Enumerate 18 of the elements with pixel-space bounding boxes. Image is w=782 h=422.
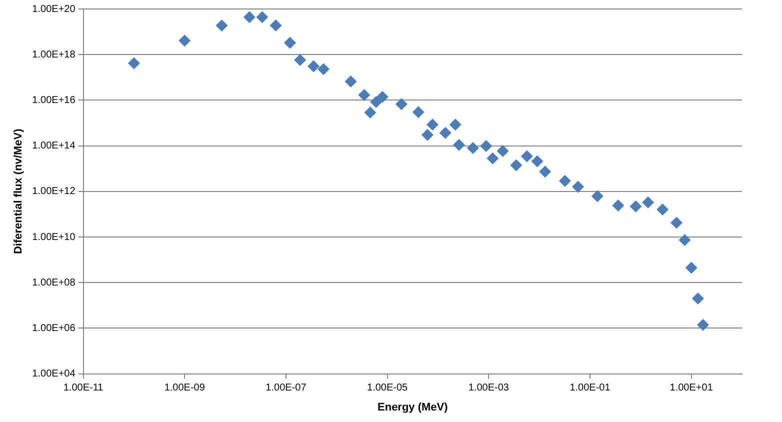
y-tick-label: 1.00E+14: [32, 140, 76, 152]
x-tick-label: 1.00E-05: [367, 382, 408, 394]
x-tick-label: 1.00E+01: [670, 382, 714, 394]
y-tick-label: 1.00E+04: [32, 368, 76, 380]
y-tick-label: 1.00E+18: [32, 49, 76, 60]
x-tick-label: 1.00E-03: [468, 382, 510, 394]
y-tick-label: 1.00E+06: [32, 322, 76, 334]
x-tick-label: 1.00E-11: [63, 382, 104, 394]
x-axis-title: Energy (MeV): [378, 401, 448, 414]
y-tick-label: 1.00E+10: [32, 232, 76, 243]
y-tick-label: 1.00E+16: [32, 94, 76, 106]
y-tick-label: 1.00E+08: [32, 277, 76, 288]
y-axis-title: Diferential flux (nv/MeV): [12, 128, 25, 254]
x-tick-label: 1.00E-01: [570, 382, 611, 394]
y-tick-label: 1.00E+12: [32, 186, 76, 198]
y-tick-label: 1.00E+20: [32, 4, 76, 15]
x-tick-label: 1.00E-09: [164, 382, 206, 394]
x-tick-label: 1.00E-07: [266, 382, 307, 394]
